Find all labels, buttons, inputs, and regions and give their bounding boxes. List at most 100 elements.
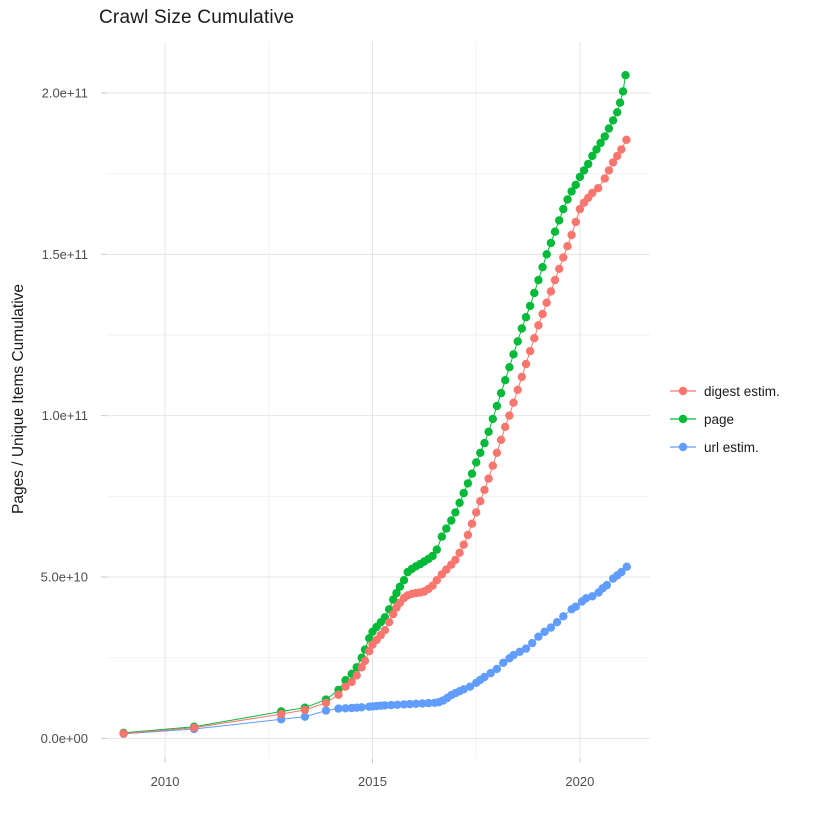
data-point bbox=[596, 138, 605, 148]
data-point bbox=[521, 313, 531, 322]
data-point bbox=[467, 469, 477, 478]
data-point bbox=[380, 701, 390, 710]
data-point bbox=[347, 677, 356, 687]
data-point bbox=[455, 498, 464, 507]
data-point bbox=[600, 132, 609, 141]
axis-ticks bbox=[101, 92, 581, 763]
data-point bbox=[459, 540, 468, 549]
data-point bbox=[505, 363, 514, 372]
data-point bbox=[442, 524, 451, 533]
data-point bbox=[321, 698, 331, 707]
data-point bbox=[447, 516, 456, 525]
data-point bbox=[465, 682, 475, 691]
data-point bbox=[615, 98, 625, 107]
chart-title: Crawl Size Cumulative bbox=[99, 7, 295, 28]
data-point bbox=[418, 699, 427, 708]
series-digest-estim bbox=[119, 135, 631, 738]
data-point bbox=[395, 582, 405, 591]
data-point bbox=[501, 376, 510, 385]
data-point bbox=[559, 612, 568, 621]
legend-item-url-estim: url estim. bbox=[668, 433, 824, 461]
data-point bbox=[463, 479, 473, 488]
data-point bbox=[617, 567, 626, 577]
legend-item-page: page bbox=[668, 405, 824, 433]
data-point bbox=[621, 71, 630, 80]
data-point bbox=[424, 698, 433, 708]
data-point bbox=[480, 485, 489, 495]
data-point bbox=[563, 195, 572, 204]
y-tick-label: 0.0e+00 bbox=[41, 731, 88, 746]
data-point bbox=[546, 623, 556, 632]
data-point bbox=[538, 263, 547, 272]
data-point bbox=[480, 672, 489, 682]
data-point bbox=[540, 627, 549, 636]
legend-key-dot bbox=[678, 442, 688, 452]
data-point bbox=[509, 650, 518, 660]
data-point bbox=[341, 682, 350, 691]
data-point bbox=[608, 116, 618, 125]
legend-item-digest-estim: digest estim. bbox=[668, 377, 824, 405]
data-point bbox=[432, 576, 441, 585]
data-point bbox=[617, 145, 626, 154]
data-point bbox=[492, 664, 502, 674]
data-point bbox=[517, 372, 526, 382]
data-point bbox=[559, 204, 568, 214]
data-point bbox=[405, 699, 414, 709]
data-point bbox=[534, 275, 543, 285]
data-point bbox=[459, 685, 468, 694]
x-tick-label: 2015 bbox=[358, 774, 387, 789]
data-point bbox=[467, 519, 477, 528]
data-point bbox=[484, 474, 493, 483]
data-point bbox=[525, 301, 535, 311]
data-point bbox=[555, 264, 564, 273]
data-point bbox=[119, 729, 128, 738]
data-point bbox=[588, 188, 597, 198]
legend-key-digest-icon bbox=[670, 386, 696, 396]
y-tick-label: 2.0e+11 bbox=[42, 85, 88, 100]
data-point bbox=[550, 227, 560, 236]
data-point bbox=[613, 151, 622, 161]
data-point bbox=[488, 414, 497, 424]
legend-label-digest-estim: digest estim. bbox=[704, 383, 780, 399]
data-point bbox=[525, 346, 535, 356]
grid-minor bbox=[107, 42, 650, 758]
legend-key-dot bbox=[678, 414, 688, 424]
data-point bbox=[571, 602, 580, 611]
data-point bbox=[277, 709, 286, 719]
data-point bbox=[552, 618, 562, 627]
data-point bbox=[559, 253, 568, 262]
data-point bbox=[579, 166, 589, 175]
data-point bbox=[389, 609, 398, 619]
data-point bbox=[476, 497, 485, 506]
data-point bbox=[550, 275, 560, 285]
data-point bbox=[542, 250, 551, 259]
data-point bbox=[538, 309, 547, 319]
data-point bbox=[534, 632, 543, 641]
data-point bbox=[517, 324, 526, 333]
data-point bbox=[496, 435, 506, 444]
data-point bbox=[476, 448, 485, 457]
data-point bbox=[505, 411, 514, 420]
data-point bbox=[432, 545, 441, 554]
data-point bbox=[563, 242, 572, 251]
x-tick-label: 2010 bbox=[151, 774, 180, 789]
data-point bbox=[571, 180, 580, 190]
data-point bbox=[600, 174, 609, 183]
data-point bbox=[428, 551, 437, 561]
data-point bbox=[486, 668, 495, 678]
legend-label-page: page bbox=[704, 411, 735, 427]
legend-key-page-icon bbox=[670, 414, 696, 424]
data-point bbox=[488, 461, 497, 470]
data-point bbox=[341, 704, 350, 713]
data-point bbox=[459, 488, 468, 498]
data-point bbox=[546, 287, 556, 296]
legend-label-url-estim: url estim. bbox=[704, 439, 759, 455]
data-point bbox=[575, 204, 585, 214]
data-point bbox=[509, 350, 518, 359]
data-point bbox=[451, 508, 460, 517]
data-point bbox=[528, 638, 537, 648]
data-point bbox=[542, 298, 551, 307]
data-point bbox=[622, 562, 631, 571]
data-point bbox=[588, 151, 597, 161]
